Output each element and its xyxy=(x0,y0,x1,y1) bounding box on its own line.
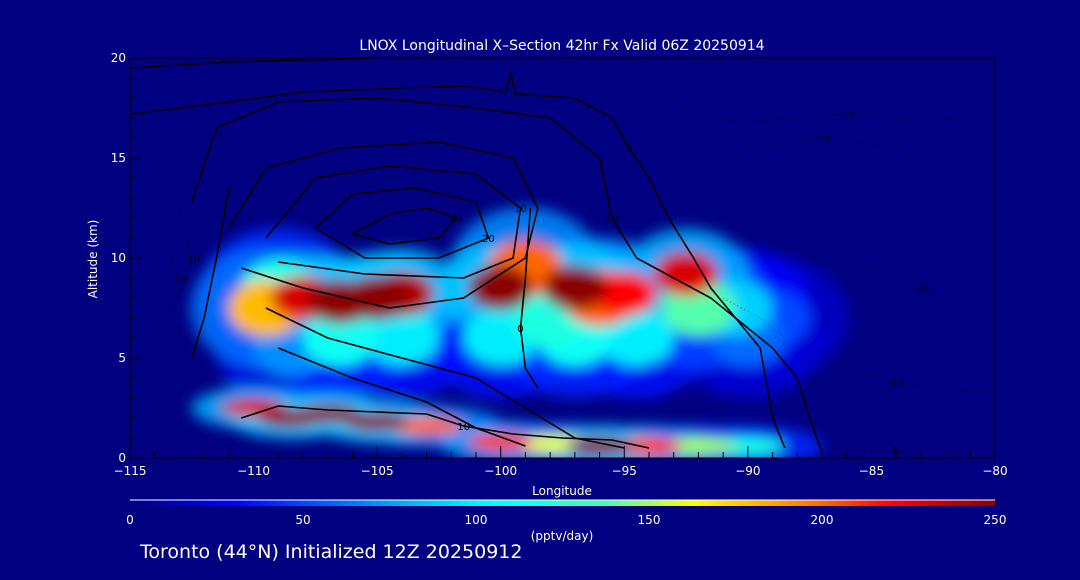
contour-line xyxy=(277,347,526,447)
heatmap-cell xyxy=(513,435,588,453)
contour-line xyxy=(352,207,458,245)
y-tick-label: 0 xyxy=(118,451,126,465)
contour-label: 0 xyxy=(893,446,899,457)
contour-label: -10 xyxy=(888,378,904,389)
heatmap-cell xyxy=(661,437,736,455)
heatmap-cell xyxy=(542,266,607,310)
x-tick-label: −105 xyxy=(361,464,394,478)
x-tick-label: −85 xyxy=(859,464,884,478)
heatmap-cell xyxy=(364,310,439,366)
x-tick-label: −80 xyxy=(982,464,1007,478)
colorbar-tick-label: 0 xyxy=(126,513,134,527)
heatmap-cell xyxy=(468,433,533,451)
contour-label: 0 xyxy=(517,324,523,335)
chart-title: LNOX Longitudinal X–Section 42hr Fx Vali… xyxy=(359,38,764,54)
heatmap-cell xyxy=(599,310,674,366)
colorbar: 0 50 100 150 200 250 xyxy=(126,499,1007,527)
colorbar-tick-label: 250 xyxy=(984,513,1007,527)
colorbar-gradient xyxy=(130,500,995,506)
contour-line xyxy=(228,141,539,309)
y-tick-label: 5 xyxy=(118,351,126,365)
y-axis-label: Altitude (km) xyxy=(86,220,100,299)
y-tick-label: 15 xyxy=(111,151,126,165)
contour-label: 20 xyxy=(482,234,495,245)
contour-label: -20 xyxy=(814,134,830,145)
colorbar-tick-label: 150 xyxy=(638,513,661,527)
contour-line xyxy=(698,137,946,179)
contour-line xyxy=(673,97,995,129)
colorbar-tick-label: 100 xyxy=(465,513,488,527)
x-axis: −115 −110 −105 −100 −95 −90 −85 −80 xyxy=(114,446,1008,478)
colorbar-units: (pptv/day) xyxy=(531,529,594,543)
contour-label: -10 xyxy=(184,254,200,265)
contour-line xyxy=(191,97,786,449)
contour-line xyxy=(142,237,180,309)
contour-label: 10 xyxy=(606,214,619,225)
heatmap-cell xyxy=(303,310,378,366)
heatmap-blur-group xyxy=(190,207,849,458)
heatmap-cell xyxy=(653,252,719,296)
colorbar-tick-label: 200 xyxy=(811,513,834,527)
contour-line xyxy=(130,70,823,453)
contour-line xyxy=(154,167,193,339)
contour-line xyxy=(240,405,650,449)
contour-label: -10 xyxy=(839,110,855,121)
y-tick-label: 20 xyxy=(111,51,126,65)
x-tick-label: −90 xyxy=(735,464,760,478)
contour-line xyxy=(191,187,230,359)
x-axis-label: Longitude xyxy=(532,484,592,498)
contour-label: 0 xyxy=(626,144,632,155)
x-tick-label: −95 xyxy=(612,464,637,478)
colorbar-tick-label: 50 xyxy=(295,513,310,527)
contour-label: 20 xyxy=(450,214,463,225)
contour-label: -20 xyxy=(913,284,929,295)
contour-label: -20 xyxy=(171,274,187,285)
y-tick-label: 10 xyxy=(111,251,126,265)
heatmap-cell xyxy=(468,266,533,310)
contour-line xyxy=(265,165,522,279)
contour-label: 10 xyxy=(457,422,470,433)
x-tick-label: −100 xyxy=(484,464,517,478)
contour-line xyxy=(130,58,378,69)
x-tick-label: −110 xyxy=(237,464,270,478)
x-tick-label: −115 xyxy=(114,464,147,478)
contour-layer: 20 20 10 10 0 0 10 -10 -20 -20 -20 -10 -10 0 xyxy=(130,58,995,457)
contour-line xyxy=(314,187,490,259)
y-axis: 0 5 10 15 20 xyxy=(111,51,142,465)
heatmap-cell xyxy=(592,272,657,316)
heatmap-cell xyxy=(345,413,410,431)
footer-caption: Toronto (44°N) Initialized 12Z 20250912 xyxy=(140,541,523,563)
heatmap-cell xyxy=(345,276,410,320)
heatmap-cell xyxy=(616,437,682,455)
contour-label: 10 xyxy=(514,204,527,215)
heatmap-field xyxy=(190,207,849,458)
contour-line xyxy=(519,207,539,389)
